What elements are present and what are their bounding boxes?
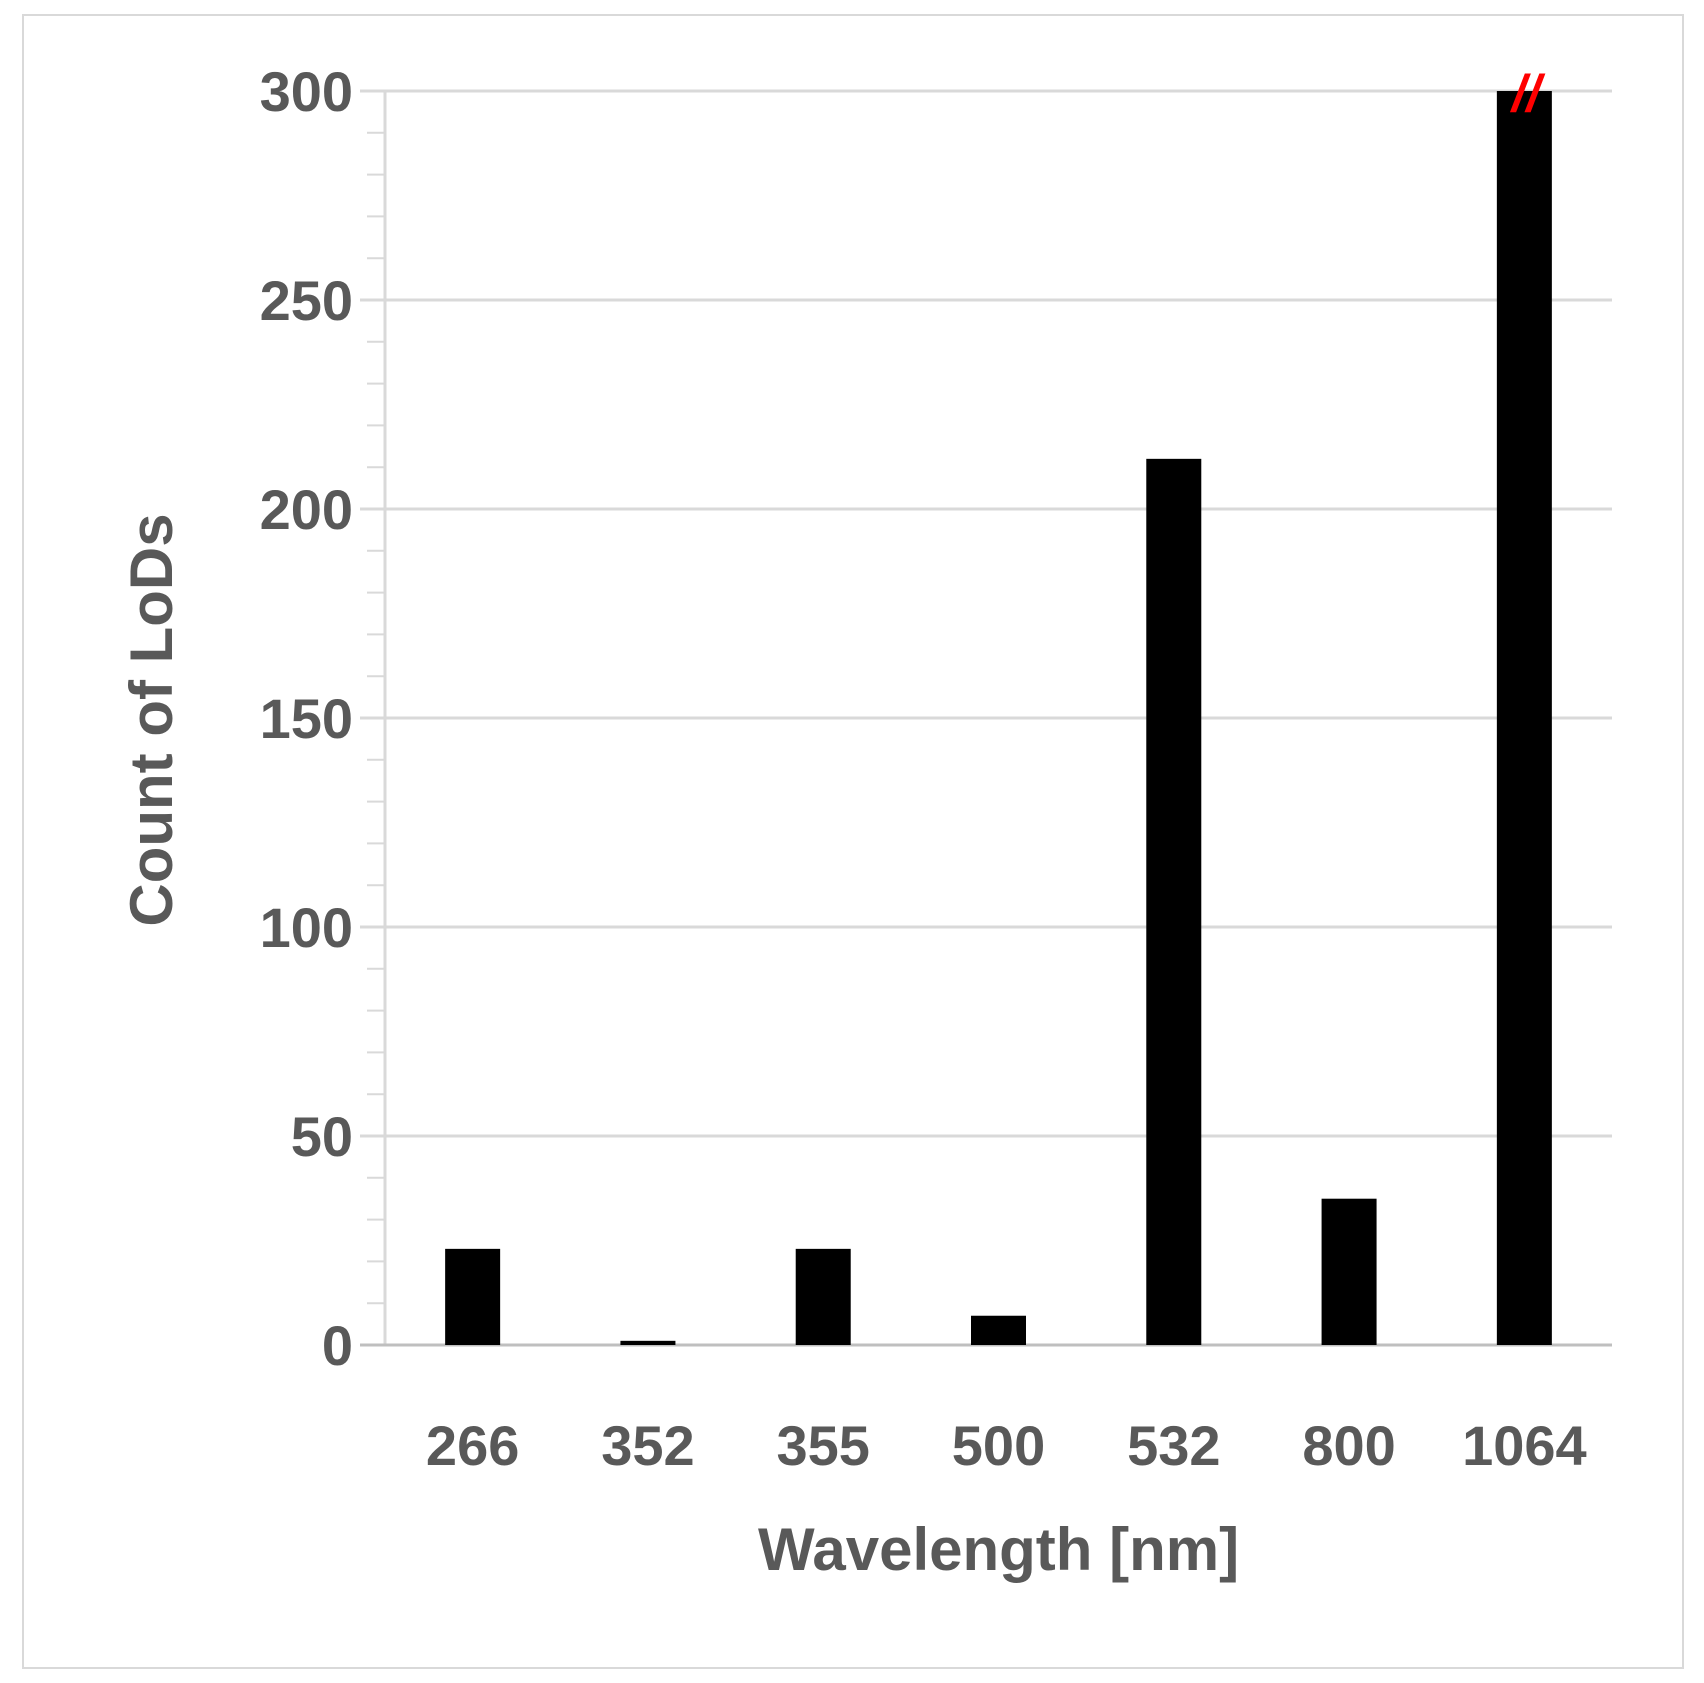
y-tick-label: 150 — [260, 687, 353, 750]
gridlines — [360, 89, 1612, 1347]
bars — [445, 91, 1552, 1346]
y-axis-title: Count of LoDs — [118, 513, 185, 926]
x-tick-label: 500 — [952, 1414, 1045, 1477]
y-axis-tick-labels: 0 50 100 150 200 250 300 — [260, 60, 353, 1377]
bar-352 — [620, 1340, 676, 1345]
x-tick-label: 355 — [776, 1414, 869, 1477]
x-tick-label: 1064 — [1462, 1414, 1587, 1477]
y-tick-label: 0 — [322, 1314, 353, 1377]
y-tick-label: 300 — [260, 60, 353, 123]
x-axis-title: Wavelength [nm] — [758, 1516, 1239, 1583]
y-axis-minor-ticks — [367, 131, 385, 1305]
bar-266 — [445, 1248, 501, 1345]
x-tick-label: 352 — [601, 1414, 694, 1477]
axis-break-marker: // — [1510, 65, 1546, 123]
y-tick-label: 250 — [260, 269, 353, 332]
bar-500 — [971, 1315, 1026, 1345]
bar-532 — [1146, 458, 1202, 1346]
chart-frame — [22, 14, 1684, 1669]
y-tick-label: 200 — [260, 478, 353, 541]
bar-800 — [1321, 1198, 1377, 1345]
x-tick-label: 266 — [426, 1414, 519, 1477]
y-tick-label: 50 — [291, 1105, 353, 1168]
y-tick-label: 100 — [260, 896, 353, 959]
x-tick-label: 800 — [1302, 1414, 1395, 1477]
x-tick-label: 532 — [1127, 1414, 1220, 1477]
bar-1064 — [1496, 91, 1552, 1345]
bar-355 — [795, 1248, 851, 1345]
x-axis-tick-labels: 266 352 355 500 532 800 1064 — [426, 1414, 1587, 1477]
